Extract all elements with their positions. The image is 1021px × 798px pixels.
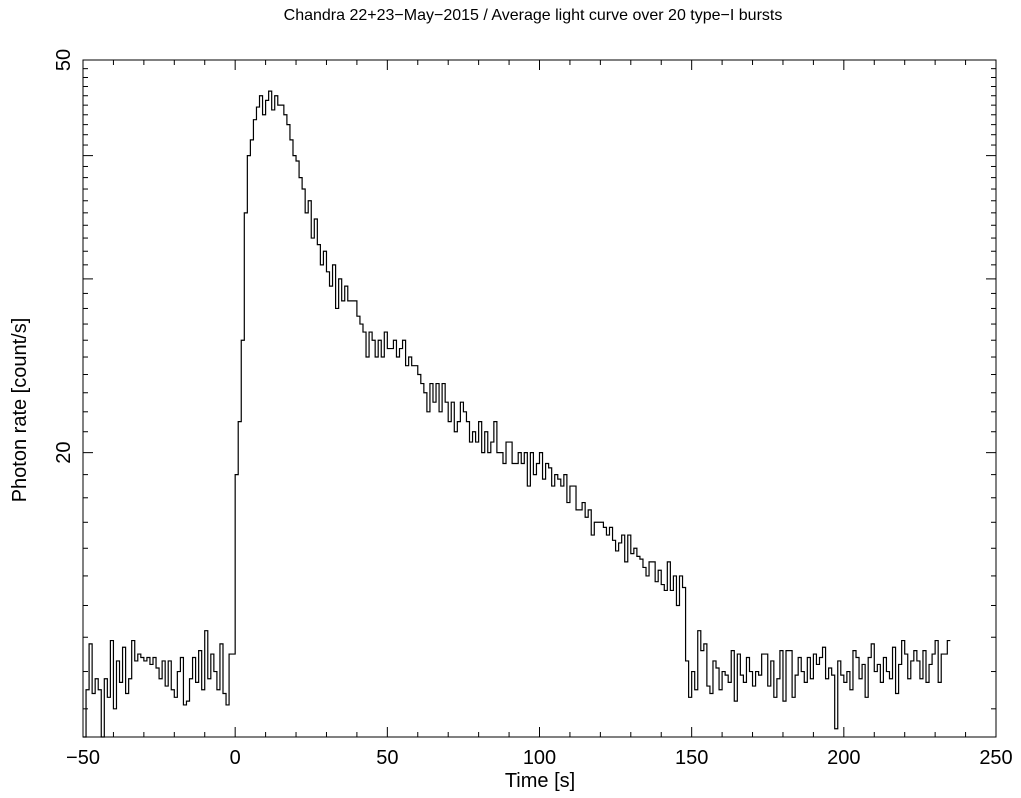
x-axis-ticks (82, 60, 997, 737)
x-tick-label: −50 (66, 747, 100, 769)
chart-title: Chandra 22+23−May−2015 / Average light c… (284, 7, 783, 24)
x-axis-tick-labels: −50 0 50 100 150 200 250 (66, 747, 1013, 769)
x-tick-label: 150 (675, 747, 708, 769)
x-tick-label: 200 (827, 747, 860, 769)
x-tick-label: 0 (230, 747, 241, 769)
x-axis-title: Time [s] (505, 770, 575, 792)
plot-frame (82, 59, 997, 738)
y-axis-ticks (83, 59, 996, 710)
y-tick-label: 20 (53, 442, 75, 464)
x-tick-label: 100 (523, 747, 556, 769)
light-curve-series (83, 90, 951, 738)
y-axis-title: Photon rate [count/s] (9, 318, 31, 503)
y-tick-label: 50 (53, 49, 75, 71)
x-tick-label: 50 (376, 747, 398, 769)
x-tick-label: 250 (979, 747, 1012, 769)
